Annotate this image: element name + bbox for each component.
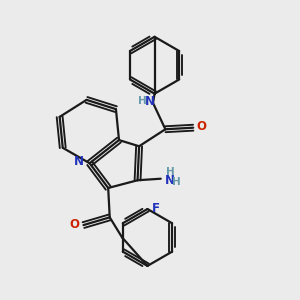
Text: N: N xyxy=(145,95,154,108)
Text: O: O xyxy=(196,120,206,133)
Text: H: H xyxy=(138,96,147,106)
Text: O: O xyxy=(70,218,80,231)
Text: F: F xyxy=(152,202,160,214)
Text: N: N xyxy=(74,155,83,168)
Text: H: H xyxy=(172,177,181,187)
Text: H: H xyxy=(167,167,175,177)
Text: N: N xyxy=(165,174,175,187)
